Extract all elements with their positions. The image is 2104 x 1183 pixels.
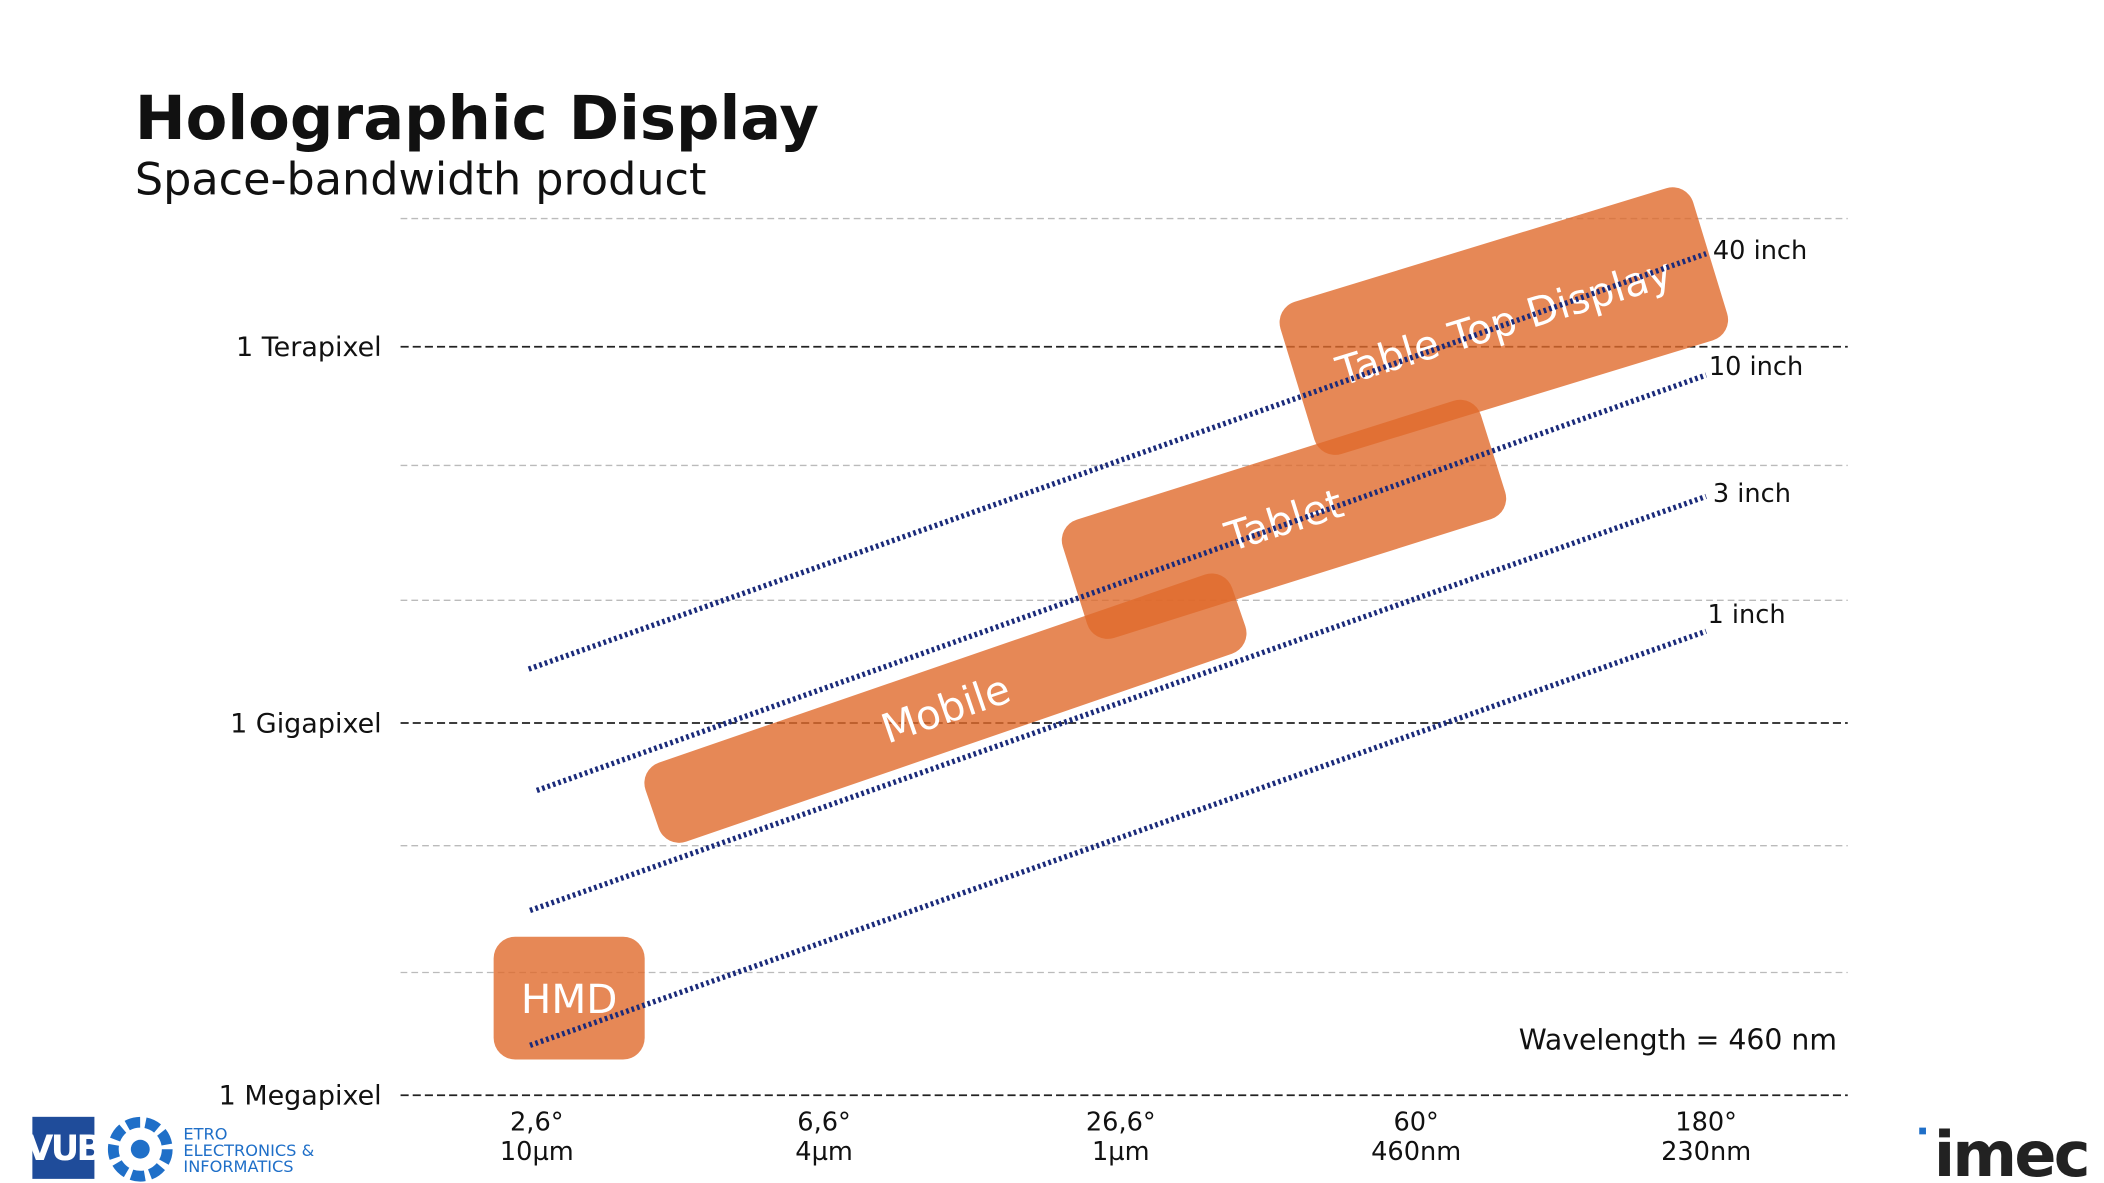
x-label: 26,6°	[1086, 1107, 1156, 1137]
x-label: 6,6°	[797, 1107, 851, 1137]
x-label-sub: 4µm	[795, 1137, 853, 1167]
wavelength-note: Wavelength = 460 nm	[1519, 1023, 1837, 1056]
x-label-sub: 10µm	[500, 1137, 574, 1167]
region-box	[493, 936, 645, 1060]
size-line	[529, 628, 1708, 1048]
region: Table Top Display	[1279, 187, 1729, 455]
etro-emblem-core	[130, 1139, 150, 1159]
y-label: 1 Terapixel	[236, 332, 382, 363]
y-label: 1 Megapixel	[219, 1081, 382, 1112]
region: Tablet	[1061, 399, 1507, 639]
imec-logo: imec	[1934, 1118, 2088, 1183]
x-label: 60°	[1393, 1107, 1438, 1137]
region: HMD	[493, 936, 645, 1060]
x-label-sub: 1µm	[1092, 1137, 1150, 1167]
size-line	[527, 251, 1708, 672]
x-label: 180°	[1675, 1107, 1737, 1137]
region-label: HMD	[521, 975, 617, 1023]
region-box	[1279, 187, 1729, 455]
size-label: 1 inch	[1707, 600, 1785, 630]
imec-dot	[1919, 1127, 1926, 1135]
subtitle: Space-bandwidth product	[135, 154, 707, 205]
title: Holographic Display	[135, 84, 819, 154]
y-label: 1 Gigapixel	[230, 708, 382, 739]
size-line	[529, 493, 1708, 914]
x-label-sub: 460nm	[1371, 1137, 1461, 1167]
size-label: 40 inch	[1713, 236, 1807, 266]
vub-logo-box	[32, 1116, 95, 1179]
etro-logo-text: INFORMATICS	[183, 1157, 293, 1176]
region-box	[1061, 399, 1507, 639]
x-label: 2,6°	[510, 1107, 564, 1137]
size-label: 3 inch	[1713, 479, 1791, 509]
etro-logo-text: ETRO	[183, 1125, 227, 1144]
etro-logo-text: ELECTRONICS &	[183, 1141, 314, 1160]
vub-logo: VUB	[26, 1128, 101, 1169]
x-label-sub: 230nm	[1661, 1137, 1751, 1167]
size-label: 10 inch	[1709, 352, 1803, 382]
region-box	[644, 573, 1247, 843]
